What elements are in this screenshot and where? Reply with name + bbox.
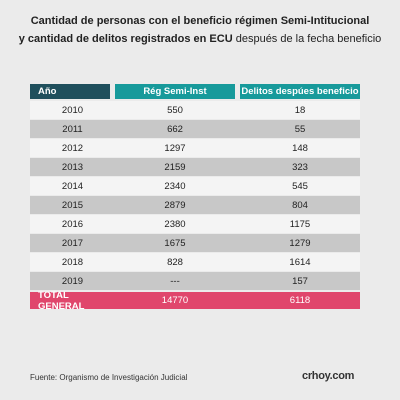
table-cell: 157 — [292, 275, 308, 287]
table-cell: 2013 — [61, 161, 84, 173]
row-band — [30, 158, 360, 176]
table-cell: 2016 — [61, 218, 84, 230]
table-cell: 545 — [292, 180, 308, 192]
title-rest: después de la fecha beneficio — [235, 33, 382, 45]
table-cell: --- — [170, 275, 180, 287]
table-cell: 1614 — [289, 256, 311, 268]
table-cell: 1297 — [164, 142, 186, 154]
table-cell: 550 — [167, 104, 183, 116]
title-bold: y cantidad de delitos registrados en ECU — [18, 33, 233, 45]
row-band — [30, 177, 360, 195]
header-cell: Rég Semi-Inst — [115, 84, 235, 99]
table-cell: 2012 — [61, 142, 84, 154]
header-cell: Año — [30, 84, 110, 99]
row-band — [30, 101, 360, 119]
total-cell: TOTAL GENERAL — [38, 289, 85, 312]
table-cell: 1175 — [289, 218, 311, 230]
row-band — [30, 272, 360, 290]
logo: crhoy.com — [302, 370, 355, 382]
row-band — [30, 215, 360, 233]
table-cell: 2010 — [61, 104, 84, 116]
table-cell: 2380 — [164, 218, 186, 230]
table-cell: 828 — [167, 256, 183, 268]
table-cell: 804 — [292, 199, 308, 211]
table-cell: 55 — [294, 123, 306, 135]
table-cell: 148 — [292, 142, 308, 154]
table-cell: 2014 — [61, 180, 84, 192]
title-line1: Cantidad de personas con el beneficio ré… — [30, 15, 370, 27]
table-cell: 18 — [294, 104, 306, 116]
table-cell: 1279 — [289, 237, 311, 249]
total-cell: 14770 — [161, 295, 189, 306]
table-cell: 2011 — [62, 123, 83, 135]
table-cell: 2015 — [61, 199, 84, 211]
table-cell: 1675 — [164, 237, 186, 249]
row-band — [30, 120, 360, 138]
table-cell: 2018 — [61, 256, 84, 268]
source: Fuente: Organismo de Investigación Judic… — [30, 373, 188, 382]
table-cell: 2340 — [164, 180, 186, 192]
header-cell: Delitos despúes beneficio — [240, 84, 360, 99]
table-cell: 2017 — [61, 237, 84, 249]
row-band — [30, 234, 360, 252]
table-cell: 2159 — [164, 161, 186, 173]
table-cell: 662 — [167, 123, 183, 135]
row-band — [30, 196, 360, 214]
table-cell: 2879 — [164, 199, 186, 211]
table-cell: 323 — [292, 161, 308, 173]
total-cell: 6118 — [289, 295, 311, 306]
title-line2: y cantidad de delitos registrados en ECU… — [0, 33, 400, 45]
table-cell: 2019 — [61, 275, 84, 287]
total-band — [30, 292, 360, 309]
row-band — [30, 139, 360, 157]
row-band — [30, 253, 360, 271]
